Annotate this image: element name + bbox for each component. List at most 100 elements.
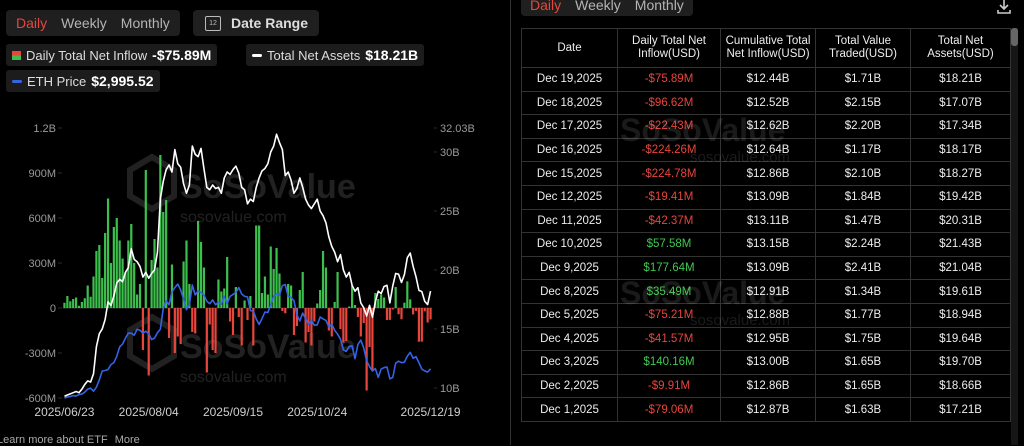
date-range-button[interactable]: 12 Date Range <box>193 10 319 36</box>
table-cell: Dec 1,2025 <box>521 397 618 422</box>
bar <box>159 155 162 308</box>
legend-item: ETH Price $2,995.52 <box>6 70 160 92</box>
bar <box>298 290 301 308</box>
bar <box>246 308 249 320</box>
y-tick-label: 900M <box>28 168 56 180</box>
legend-swatch <box>12 79 22 83</box>
table-cell: $17.21B <box>910 397 1011 422</box>
bar <box>69 301 72 308</box>
legend-item: Total Net Assets $18.21B <box>246 44 425 66</box>
table-cell: Dec 2,2025 <box>521 373 618 399</box>
table-body: Dec 19,2025 -$75.89M $12.44B $1.71B $18.21B D… <box>521 67 1011 422</box>
tab[interactable]: Weekly <box>61 15 107 31</box>
watermark-text: SoSoValue <box>180 168 356 206</box>
table-cell: $21.04B <box>910 255 1011 281</box>
bar <box>197 221 200 308</box>
table-cell: $35.49M <box>617 279 721 304</box>
bar <box>121 258 124 308</box>
bar <box>258 225 261 308</box>
bar <box>228 308 232 322</box>
table-cell: $12.87B <box>720 397 816 422</box>
tab[interactable]: Daily <box>16 15 48 31</box>
y-tick-label: -600M <box>25 393 56 405</box>
bar <box>400 308 403 320</box>
y-tick-label: 600M <box>28 213 56 225</box>
bar <box>77 305 81 308</box>
table-row: Dec 19,2025 -$75.89M $12.44B $1.71B $18.21B <box>521 67 1011 92</box>
bar <box>313 308 316 322</box>
column-header: Daily Total Net Inflow(USD) <box>617 28 721 68</box>
download-icon[interactable] <box>995 0 1013 16</box>
table-header: Date Daily Total Net Inflow(USD) Cumulativ… <box>521 28 1011 68</box>
table-cell: $140.16M <box>617 350 721 375</box>
bar <box>316 303 319 308</box>
legend-label: Total Net Assets <box>267 47 361 63</box>
bar <box>412 308 415 315</box>
table-cell: Dec 8,2025 <box>521 279 618 304</box>
bar <box>385 308 389 320</box>
table-cell: $2.41B <box>815 255 911 281</box>
tab[interactable]: Daily <box>530 0 562 13</box>
bar <box>199 242 203 308</box>
bar <box>89 296 92 308</box>
legend-label: ETH Price <box>27 73 87 89</box>
table-row: Dec 8,2025 $35.49M $12.91B $1.34B $19.61B <box>521 279 1011 304</box>
bar <box>176 308 179 337</box>
bar <box>104 233 107 308</box>
bar <box>115 218 118 308</box>
bar <box>409 299 412 308</box>
legend-item: Daily Total Net Inflow -$75.89M <box>6 44 218 66</box>
table-cell: -$19.41M <box>617 184 721 210</box>
bar <box>243 300 246 308</box>
scroll-thumb[interactable] <box>1011 28 1018 46</box>
table-row: Dec 9,2025 $177.64M $13.09B $2.41B $21.04B <box>521 255 1011 281</box>
table-row: Dec 12,2025 -$19.41M $13.09B $1.84B $19.42B <box>521 184 1011 210</box>
table-cell: -$75.21M <box>617 302 721 328</box>
tab[interactable]: Monthly <box>120 15 170 31</box>
line-series <box>64 133 432 397</box>
table-cell: $12.86B <box>720 373 816 399</box>
column-header: Total Value Traded(USD) <box>815 28 911 68</box>
bar <box>211 308 214 350</box>
bar <box>141 308 145 350</box>
bar <box>170 264 174 308</box>
bar <box>414 308 418 311</box>
bar <box>63 302 66 308</box>
bar <box>202 267 206 308</box>
bar <box>310 308 313 346</box>
table-cell: $1.65B <box>815 373 911 399</box>
footer-link[interactable]: More <box>114 434 140 446</box>
bar <box>292 308 296 335</box>
scrollbar[interactable] <box>1011 28 1018 445</box>
table-cell: $1.47B <box>815 208 911 234</box>
bar <box>321 251 325 308</box>
bar <box>371 308 374 371</box>
bar <box>162 212 165 308</box>
table-row: Dec 17,2025 -$22.43M $12.62B $2.20B $17.34B <box>521 114 1011 139</box>
table-cell: $19.70B <box>910 350 1011 375</box>
tab[interactable]: Weekly <box>575 0 621 13</box>
x-tick-label: 2025/12/19 <box>401 405 461 419</box>
table-cell: Dec 15,2025 <box>521 161 618 186</box>
table-cell: Dec 12,2025 <box>521 184 618 210</box>
bar <box>173 308 176 353</box>
bar <box>153 239 156 308</box>
bar <box>269 246 272 308</box>
bar <box>156 267 159 308</box>
legend-value: -$75.89M <box>152 47 212 63</box>
bar <box>118 240 121 308</box>
bar <box>365 308 368 391</box>
table-cell: $1.63B <box>815 397 911 422</box>
bar <box>185 240 188 308</box>
bar <box>319 290 322 308</box>
tab[interactable]: Monthly <box>634 0 684 13</box>
bar <box>217 279 220 308</box>
bar <box>324 267 328 308</box>
x-tick-label: 2025/09/15 <box>203 405 263 419</box>
bar <box>356 308 360 317</box>
chart: SoSoValue sosovalue.com SoSoValue sosova… <box>25 123 475 419</box>
table-cell: $17.34B <box>910 114 1011 139</box>
table-cell: $18.94B <box>910 302 1011 328</box>
bar <box>214 308 217 353</box>
bar <box>255 225 258 308</box>
